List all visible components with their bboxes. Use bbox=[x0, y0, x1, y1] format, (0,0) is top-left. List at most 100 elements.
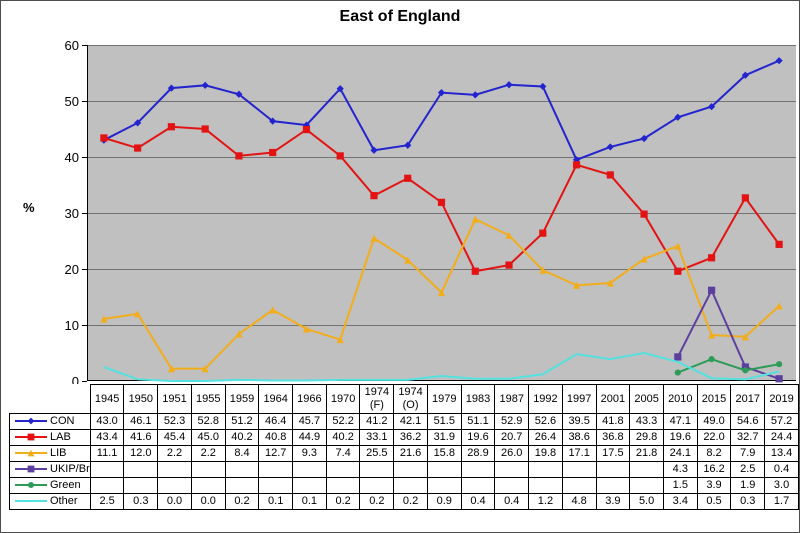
value-cell bbox=[123, 477, 159, 494]
value-cell: 45.7 bbox=[292, 413, 327, 430]
value-cell: 12.0 bbox=[123, 445, 159, 462]
ukip-br-legend-marker-icon bbox=[15, 466, 47, 473]
value-cell: 57.2 bbox=[764, 413, 799, 430]
value-cell bbox=[89, 461, 125, 478]
legend-marker-shape bbox=[27, 450, 35, 457]
value-cell bbox=[123, 461, 159, 478]
value-cell bbox=[528, 477, 563, 494]
value-cell bbox=[325, 461, 361, 478]
value-cell: 41.2 bbox=[359, 413, 395, 430]
data-point-marker bbox=[572, 281, 581, 289]
value-cell: 16.2 bbox=[696, 461, 732, 478]
data-point-marker bbox=[640, 134, 648, 143]
data-point-marker bbox=[471, 267, 479, 275]
data-point-marker bbox=[167, 84, 176, 92]
data-point-marker bbox=[167, 365, 176, 373]
legend-marker-shape bbox=[27, 434, 35, 441]
value-cell: 32.7 bbox=[730, 429, 766, 446]
table-row-con: CON 43.0 46.1 52.3 52.8 51.2 46.4 45.7 52.2 41.2 4… bbox=[9, 413, 799, 430]
value-cell: 26.4 bbox=[528, 429, 563, 446]
value-cell: 28.9 bbox=[460, 445, 496, 462]
data-point-marker bbox=[134, 310, 142, 318]
data-table: 1945 1950 1951 1955 1959 1964 1966 1970 1974 (F)… bbox=[9, 384, 799, 510]
data-point-marker bbox=[741, 363, 749, 371]
value-cell: 39.5 bbox=[561, 413, 597, 430]
value-cell: 33.1 bbox=[359, 429, 395, 446]
value-cell: 17.5 bbox=[595, 445, 631, 462]
value-cell bbox=[89, 477, 125, 494]
data-point-marker bbox=[134, 119, 142, 127]
value-cell: 22.0 bbox=[696, 429, 732, 446]
data-point-marker bbox=[336, 335, 344, 344]
value-cell: 15.8 bbox=[426, 445, 462, 462]
value-cell: 52.9 bbox=[494, 413, 530, 430]
value-cell: 11.1 bbox=[89, 445, 125, 462]
value-cell: 0.2 bbox=[325, 493, 361, 510]
value-cell: 0.9 bbox=[426, 493, 462, 510]
data-point-marker bbox=[707, 286, 716, 294]
con-legend-marker-icon bbox=[15, 418, 47, 425]
value-cell bbox=[190, 477, 226, 494]
value-cell: 2.5 bbox=[89, 493, 125, 510]
value-cell: 19.6 bbox=[460, 429, 496, 446]
data-point-marker bbox=[370, 146, 378, 154]
data-point-marker bbox=[775, 302, 783, 310]
data-point-marker bbox=[134, 144, 142, 152]
value-cell: 4.8 bbox=[561, 493, 597, 510]
value-cell bbox=[393, 477, 428, 494]
data-point-marker bbox=[741, 333, 749, 341]
value-cell: 1.5 bbox=[662, 477, 698, 494]
legend-label: LIB bbox=[50, 447, 67, 460]
data-point-marker bbox=[404, 256, 412, 264]
table-row-green: Green 1.5 3.9 1.9 3.0 bbox=[9, 477, 799, 494]
legend-marker-shape bbox=[27, 466, 35, 473]
data-point-marker bbox=[505, 231, 513, 239]
data-point-marker bbox=[100, 134, 108, 142]
value-cell bbox=[258, 461, 294, 478]
value-cell: 29.8 bbox=[629, 429, 664, 446]
value-cell bbox=[528, 461, 563, 478]
series-line-green bbox=[677, 358, 780, 374]
value-cell: 0.0 bbox=[157, 493, 192, 510]
legend-label: UKIP/Br bbox=[50, 463, 90, 476]
y-tick-label: 10 bbox=[64, 318, 79, 333]
chart-title: East of England bbox=[339, 8, 461, 25]
data-point-marker bbox=[674, 353, 682, 361]
legend-cell-ukip-br: UKIP/Br bbox=[9, 461, 91, 478]
data-point-marker bbox=[606, 171, 614, 179]
value-cell: 43.0 bbox=[89, 413, 125, 430]
value-cell: 8.4 bbox=[224, 445, 260, 462]
value-cell: 46.1 bbox=[123, 413, 159, 430]
value-cell: 52.8 bbox=[190, 413, 226, 430]
y-tick-label: 20 bbox=[64, 262, 79, 277]
series-line-other bbox=[103, 351, 780, 382]
data-point-marker bbox=[269, 148, 277, 157]
year-header-cell: 1997 bbox=[561, 384, 597, 414]
value-cell: 42.1 bbox=[393, 413, 428, 430]
value-cell: 0.5 bbox=[696, 493, 732, 510]
value-cell: 52.2 bbox=[325, 413, 361, 430]
y-tick-label: 40 bbox=[64, 150, 79, 165]
y-tick-label: 0 bbox=[71, 374, 79, 389]
year-header-cell: 2001 bbox=[595, 384, 631, 414]
value-cell bbox=[426, 461, 462, 478]
green-legend-marker-icon bbox=[15, 482, 47, 489]
value-cell: 45.4 bbox=[157, 429, 192, 446]
data-point-marker bbox=[437, 198, 446, 206]
value-cell bbox=[224, 461, 260, 478]
value-cell bbox=[325, 477, 361, 494]
value-cell: 3.4 bbox=[662, 493, 698, 510]
year-header-cell: 1955 bbox=[190, 384, 226, 414]
value-cell: 40.2 bbox=[325, 429, 361, 446]
data-point-marker bbox=[775, 57, 783, 65]
value-cell bbox=[595, 477, 631, 494]
legend-cell-con: CON bbox=[9, 413, 91, 430]
value-cell bbox=[561, 477, 597, 494]
value-cell: 26.0 bbox=[494, 445, 530, 462]
value-cell bbox=[629, 477, 664, 494]
value-cell: 1.2 bbox=[528, 493, 563, 510]
value-cell: 0.4 bbox=[764, 461, 799, 478]
legend-cell-other: Other bbox=[9, 493, 91, 510]
value-cell bbox=[561, 461, 597, 478]
data-point-marker bbox=[201, 81, 209, 89]
